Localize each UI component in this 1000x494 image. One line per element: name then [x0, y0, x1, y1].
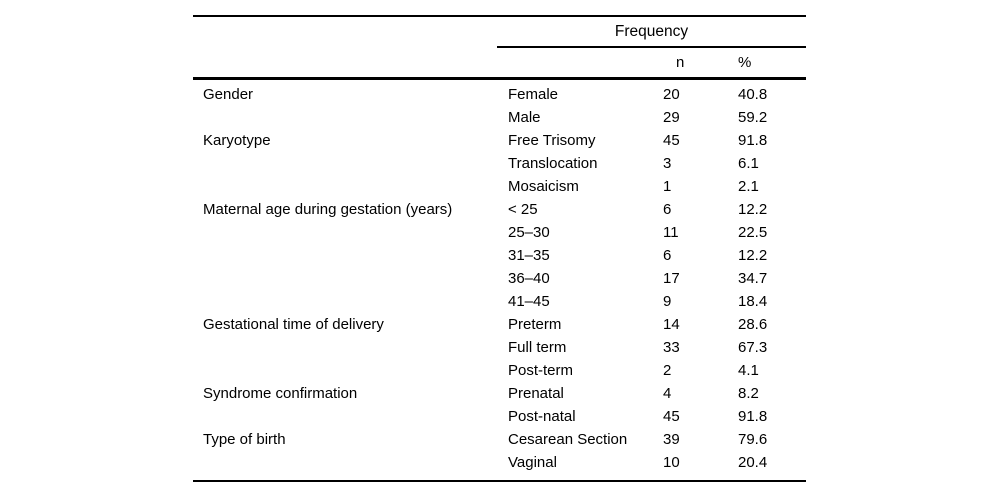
n-cell: 6 — [663, 201, 672, 218]
category-cell — [193, 152, 508, 175]
spanner-rule — [497, 46, 806, 48]
subcategory-cell: Translocation — [508, 155, 598, 172]
category-cell — [193, 244, 508, 267]
table-row: Post-term 2 4.1 — [193, 359, 806, 382]
category-cell — [193, 290, 508, 313]
category-cell — [193, 221, 508, 244]
spanner-header-frequency: Frequency — [614, 23, 689, 40]
category-cell — [193, 451, 508, 474]
table-row: Gestational time of delivery Preterm 14 … — [193, 313, 806, 336]
percent-cell: 2.1 — [738, 178, 759, 195]
percent-cell: 91.8 — [738, 132, 768, 149]
percent-cell: 34.7 — [738, 270, 768, 287]
category-cell — [193, 405, 508, 428]
subcategory-cell: Female — [508, 86, 559, 103]
table-row: Post-natal 45 91.8 — [193, 405, 806, 428]
percent-cell: 20.4 — [738, 454, 768, 471]
n-cell: 2 — [663, 362, 672, 379]
category-cell — [193, 267, 508, 290]
percent-cell: 91.8 — [738, 408, 768, 425]
percent-cell: 67.3 — [738, 339, 768, 356]
n-cell: 6 — [663, 247, 672, 264]
n-cell: 45 — [663, 132, 680, 149]
n-cell: 29 — [663, 109, 680, 126]
table-row: Maternal age during gestation (years) < … — [193, 198, 806, 221]
table-header: Frequency n % — [193, 17, 806, 77]
table-row: Karyotype Free Trisomy 45 91.8 — [193, 129, 806, 152]
category-cell: Karyotype — [203, 132, 271, 149]
n-cell: 39 — [663, 431, 680, 448]
category-cell: Maternal age during gestation (years) — [203, 201, 453, 218]
subcategory-cell: Male — [508, 109, 541, 126]
subcategory-cell: 31–35 — [508, 247, 550, 264]
column-header-percent: % — [738, 54, 752, 71]
table-row: Translocation 3 6.1 — [193, 152, 806, 175]
subcategory-cell: 36–40 — [508, 270, 550, 287]
percent-cell: 40.8 — [738, 86, 768, 103]
percent-cell: 12.2 — [738, 247, 768, 264]
n-cell: 17 — [663, 270, 680, 287]
frequency-table: Frequency n % Gender Female 20 40.8 Male… — [193, 15, 806, 482]
subcategory-cell: 25–30 — [508, 224, 550, 241]
subcategory-cell: Cesarean Section — [508, 431, 628, 448]
percent-cell: 8.2 — [738, 385, 759, 402]
subcategory-cell: Free Trisomy — [508, 132, 596, 149]
subcategory-cell: Full term — [508, 339, 567, 356]
category-cell — [193, 106, 508, 129]
column-header-n: n — [676, 54, 685, 71]
n-cell: 3 — [663, 155, 672, 172]
subcategory-cell: Vaginal — [508, 454, 557, 471]
table-row: Full term 33 67.3 — [193, 336, 806, 359]
percent-cell: 12.2 — [738, 201, 768, 218]
subcategory-cell: 41–45 — [508, 293, 550, 310]
percent-cell: 22.5 — [738, 224, 768, 241]
category-cell: Type of birth — [203, 431, 286, 448]
percent-cell: 28.6 — [738, 316, 768, 333]
table-row: Mosaicism 1 2.1 — [193, 175, 806, 198]
n-cell: 20 — [663, 86, 680, 103]
subcategory-cell: Post-natal — [508, 408, 576, 425]
category-cell — [193, 336, 508, 359]
table-row: Male 29 59.2 — [193, 106, 806, 129]
n-cell: 14 — [663, 316, 680, 333]
percent-cell: 79.6 — [738, 431, 768, 448]
n-cell: 11 — [663, 224, 679, 241]
table-row: Type of birth Cesarean Section 39 79.6 — [193, 428, 806, 451]
percent-cell: 4.1 — [738, 362, 759, 379]
table-row: 31–35 6 12.2 — [193, 244, 806, 267]
n-cell: 4 — [663, 385, 672, 402]
table-row: 41–45 9 18.4 — [193, 290, 806, 313]
bottom-rule — [193, 480, 806, 482]
table-row: Syndrome confirmation Prenatal 4 8.2 — [193, 382, 806, 405]
n-cell: 1 — [663, 178, 672, 195]
percent-cell: 6.1 — [738, 155, 759, 172]
subcategory-cell: Preterm — [508, 316, 562, 333]
table-row: 25–30 11 22.5 — [193, 221, 806, 244]
n-cell: 45 — [663, 408, 680, 425]
percent-cell: 59.2 — [738, 109, 768, 126]
n-cell: 33 — [663, 339, 680, 356]
percent-cell: 18.4 — [738, 293, 768, 310]
header-rule — [193, 77, 806, 80]
subcategory-cell: Mosaicism — [508, 178, 579, 195]
subcategory-cell: Prenatal — [508, 385, 564, 402]
category-cell — [193, 175, 508, 198]
table-row: 36–40 17 34.7 — [193, 267, 806, 290]
table-row: Vaginal 10 20.4 — [193, 451, 806, 474]
subcategory-cell: < 25 — [508, 201, 538, 218]
subcategory-cell: Post-term — [508, 362, 574, 379]
n-cell: 10 — [663, 454, 680, 471]
category-cell: Gender — [203, 86, 254, 103]
category-cell: Gestational time of delivery — [203, 316, 384, 333]
table-body: Gender Female 20 40.8 Male 29 59.2 Karyo… — [193, 80, 806, 480]
category-cell — [193, 359, 508, 382]
table-row: Gender Female 20 40.8 — [193, 83, 806, 106]
n-cell: 9 — [663, 293, 672, 310]
category-cell: Syndrome confirmation — [203, 385, 358, 402]
